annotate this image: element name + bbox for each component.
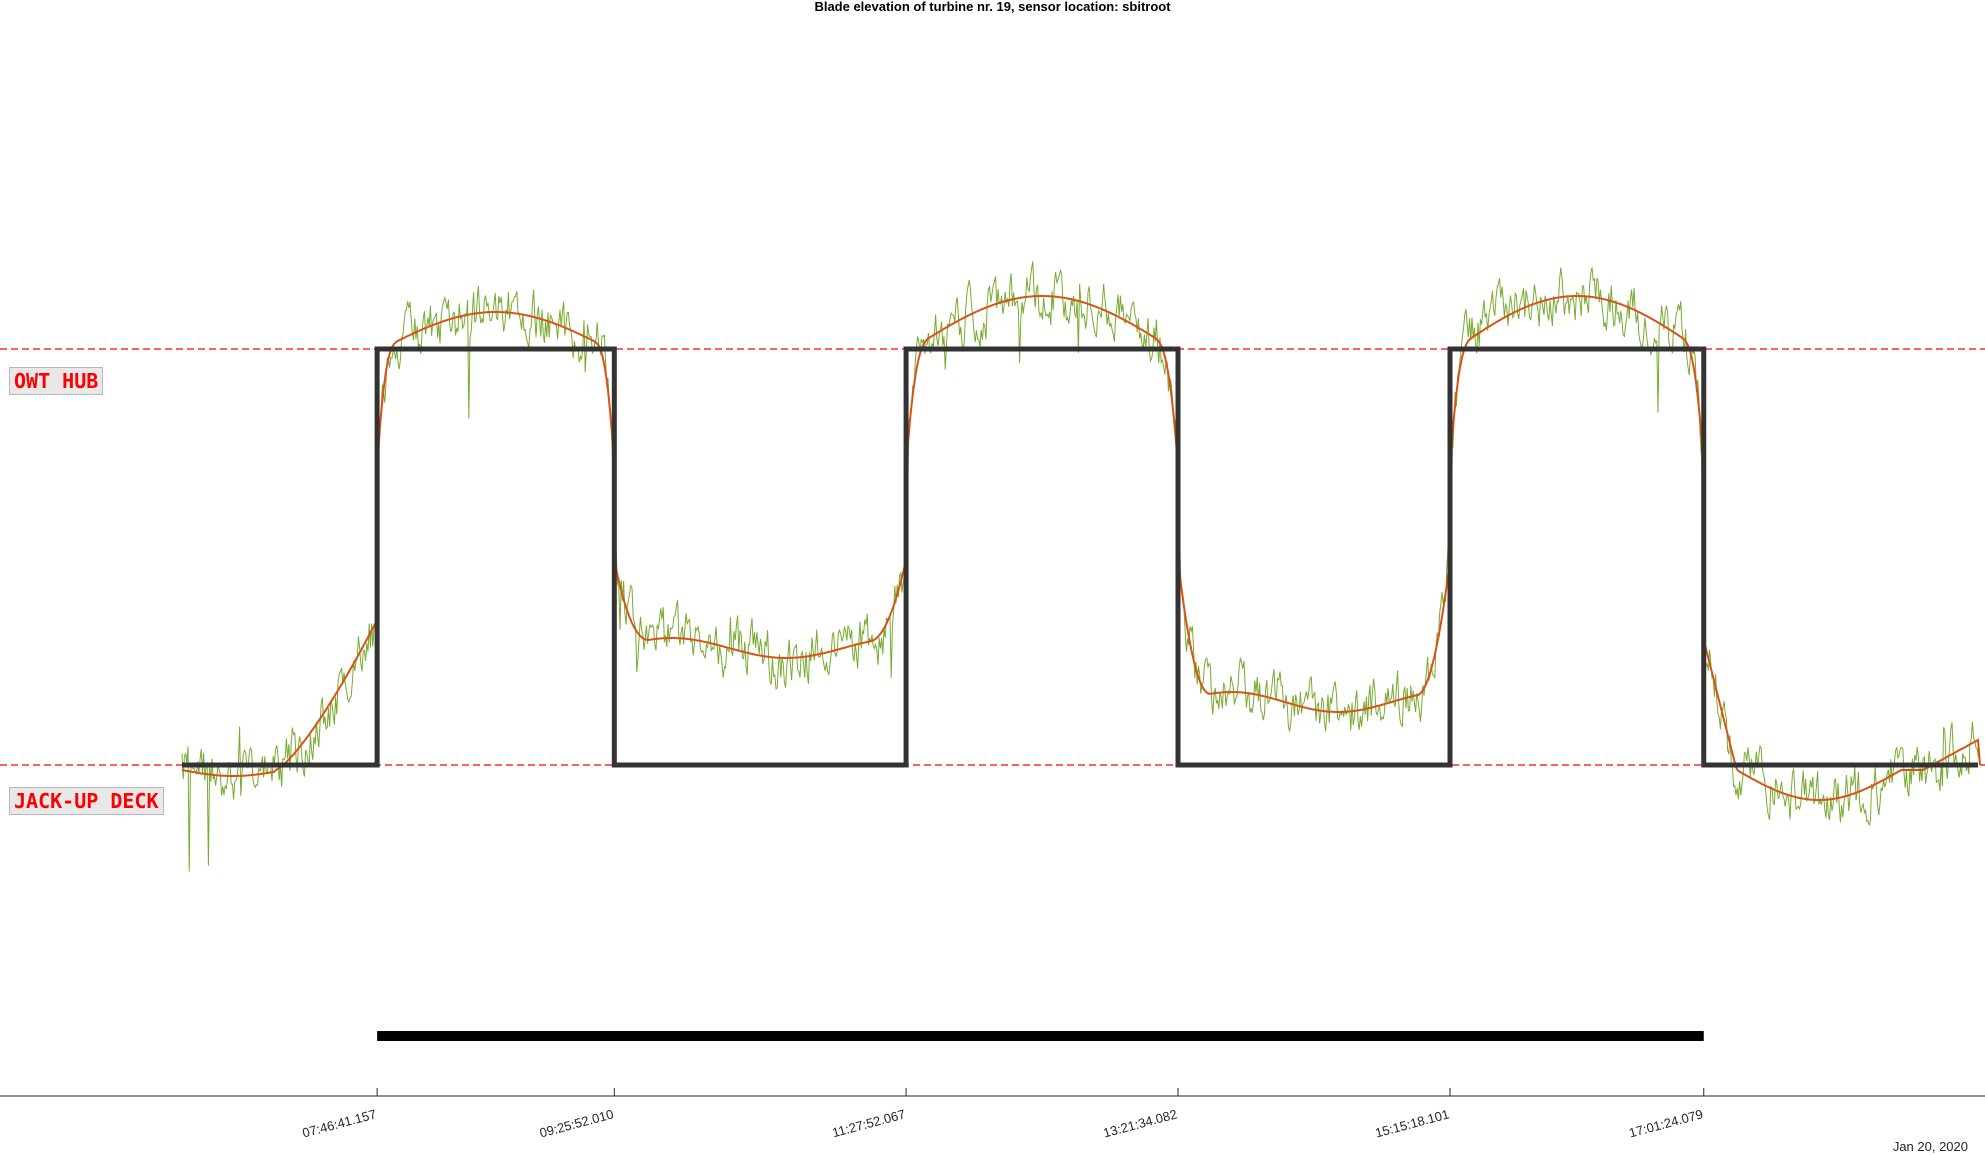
x-tick-label-1: 09:25:52.010	[538, 1106, 615, 1140]
smoothed-elevation-line	[181, 295, 1981, 801]
step-state-line	[182, 346, 1978, 768]
x-tick-label-3: 13:21:34.082	[1102, 1106, 1179, 1140]
x-tick-label-2: 11:27:52.067	[831, 1106, 907, 1140]
chart-title: Blade elevation of turbine nr. 19, senso…	[814, 0, 1171, 14]
x-tick-label-0: 07:46:41.157	[301, 1106, 378, 1140]
x-tick-label-4: 15:15:18.101	[1374, 1106, 1451, 1140]
x-tick-label-5: 17:01:24.079	[1627, 1106, 1704, 1140]
raw-elevation-line	[181, 261, 1980, 872]
owt-hub-label: OWT HUB	[9, 367, 104, 395]
date-label: Jan 20, 2020	[1893, 1139, 1968, 1154]
jack-up-deck-label: JACK-UP DECK	[9, 787, 164, 815]
